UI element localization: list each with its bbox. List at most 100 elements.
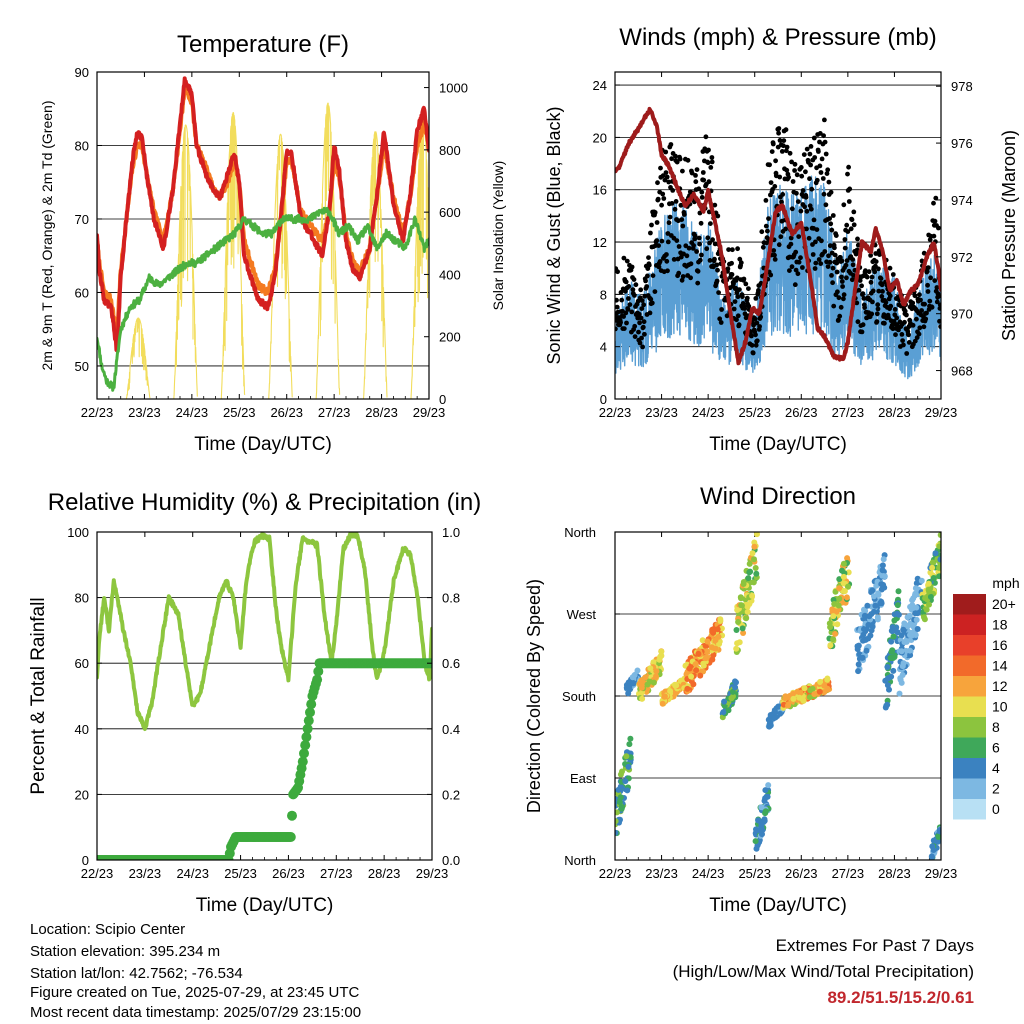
direction-point — [900, 660, 907, 667]
humidity-y2tick-label: 0.8 — [442, 591, 460, 606]
humidity-xtick-label: 29/23 — [416, 866, 449, 881]
direction-point — [644, 681, 651, 688]
gust-point — [779, 149, 785, 154]
winds-xtick-label: 26/23 — [785, 405, 818, 420]
direction-point — [751, 543, 758, 550]
direction-point — [700, 662, 707, 669]
gust-point — [734, 275, 740, 281]
gust-point — [788, 235, 794, 241]
gust-point — [872, 269, 878, 275]
gust-point — [770, 141, 776, 147]
gust-point — [637, 320, 642, 326]
gust-point — [863, 268, 868, 274]
gust-point — [776, 130, 781, 136]
gust-point — [919, 308, 924, 313]
gust-point — [856, 287, 862, 293]
gust-point — [668, 142, 674, 147]
gust-point — [689, 170, 695, 176]
gust-point — [646, 262, 652, 268]
extremes-title: Extremes For Past 7 Days — [775, 936, 974, 955]
solar-insolation-line — [173, 124, 198, 399]
gust-point — [754, 320, 760, 326]
gust-point — [699, 252, 704, 258]
direction-point — [658, 648, 665, 655]
direction-point — [861, 626, 867, 633]
gust-point — [647, 310, 653, 316]
direction-point — [937, 532, 941, 538]
direction-xtick-label: 23/23 — [645, 866, 678, 881]
gust-point — [809, 186, 815, 192]
direction-point — [746, 560, 753, 567]
latest-data-timestamp: Most recent data timestamp: 2025/07/29 2… — [30, 1004, 362, 1021]
gust-point — [767, 162, 772, 168]
direction-point — [830, 636, 837, 643]
gust-point — [648, 230, 653, 236]
direction-point — [816, 688, 823, 695]
gust-point — [811, 217, 817, 223]
winds-y2tick-label: 968 — [951, 364, 973, 379]
gust-point — [789, 264, 795, 270]
gust-point — [646, 255, 651, 260]
gust-point — [826, 253, 831, 259]
gust-point — [783, 226, 788, 232]
gust-point — [705, 160, 711, 166]
gust-point — [804, 226, 809, 232]
direction-point — [618, 804, 625, 811]
gust-point — [638, 315, 644, 321]
direction-point — [734, 607, 741, 613]
temperature-xtick-label: 22/23 — [81, 405, 114, 420]
humidity-ytick-label: 20 — [75, 787, 89, 802]
gust-point — [746, 286, 751, 291]
gust-point — [851, 222, 857, 228]
gust-point — [841, 292, 847, 298]
gust-point — [808, 162, 813, 168]
gust-point — [731, 281, 736, 286]
gust-point — [639, 335, 644, 341]
solar-insolation-line — [125, 317, 151, 399]
gust-point — [902, 319, 907, 325]
speed-legend-title: mph — [992, 575, 1019, 591]
direction-point — [751, 556, 757, 563]
gust-point — [833, 233, 839, 239]
direction-point — [688, 673, 695, 680]
gust-point — [822, 249, 828, 254]
direction-point — [928, 853, 935, 860]
direction-point — [927, 593, 934, 600]
direction-xlabel: Time (Day/UTC) — [709, 895, 847, 916]
direction-point — [878, 581, 885, 588]
winds-xtick-label: 24/23 — [692, 405, 725, 420]
gust-point — [780, 192, 786, 197]
gust-point — [874, 311, 880, 317]
direction-point — [912, 610, 919, 617]
direction-point — [709, 656, 716, 663]
gust-point — [845, 229, 851, 235]
gust-point — [837, 313, 843, 319]
t2m-line — [97, 76, 429, 353]
gust-point — [771, 248, 777, 253]
gust-point — [880, 289, 885, 294]
gust-point — [773, 158, 778, 164]
direction-point — [932, 550, 939, 557]
gust-point — [875, 306, 881, 312]
gust-point — [869, 311, 875, 317]
gust-point — [923, 316, 929, 322]
gust-point — [790, 179, 796, 184]
solar-insolation-line — [220, 111, 246, 399]
direction-point — [861, 612, 868, 619]
direction-point — [752, 838, 759, 845]
precip-point — [300, 740, 311, 751]
precip-point — [306, 699, 317, 710]
direction-point — [754, 532, 760, 538]
figure-created: Figure created on Tue, 2025-07-29, at 23… — [30, 984, 360, 1001]
temperature-frame — [96, 71, 430, 400]
gust-point — [664, 252, 669, 257]
direction-point — [894, 610, 901, 617]
direction-point — [884, 664, 891, 670]
direction-point — [638, 684, 645, 691]
temperature-xtick-label: 25/23 — [223, 405, 256, 420]
gust-point — [936, 225, 941, 231]
direction-point — [913, 616, 920, 623]
direction-point — [845, 583, 851, 590]
gust-point — [709, 155, 715, 160]
winds-y2tick-label: 972 — [951, 250, 973, 265]
